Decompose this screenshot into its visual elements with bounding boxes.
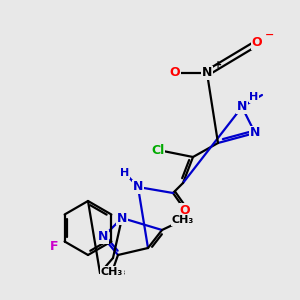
Text: N: N: [117, 212, 127, 224]
Text: CH₃: CH₃: [101, 267, 123, 277]
Text: N: N: [133, 181, 143, 194]
Text: N: N: [250, 127, 260, 140]
Text: O: O: [180, 203, 190, 217]
Text: CH₃: CH₃: [104, 267, 126, 277]
Text: O: O: [252, 37, 262, 50]
Text: +: +: [214, 60, 222, 70]
Text: H: H: [120, 168, 130, 178]
Text: Cl: Cl: [152, 143, 165, 157]
Text: N: N: [237, 100, 247, 113]
Text: N: N: [202, 67, 212, 80]
Text: −: −: [265, 30, 274, 40]
Text: F: F: [50, 241, 58, 254]
Text: CH₃: CH₃: [172, 215, 194, 225]
Text: H: H: [249, 92, 259, 102]
Text: N: N: [98, 230, 108, 244]
Text: O: O: [170, 67, 180, 80]
